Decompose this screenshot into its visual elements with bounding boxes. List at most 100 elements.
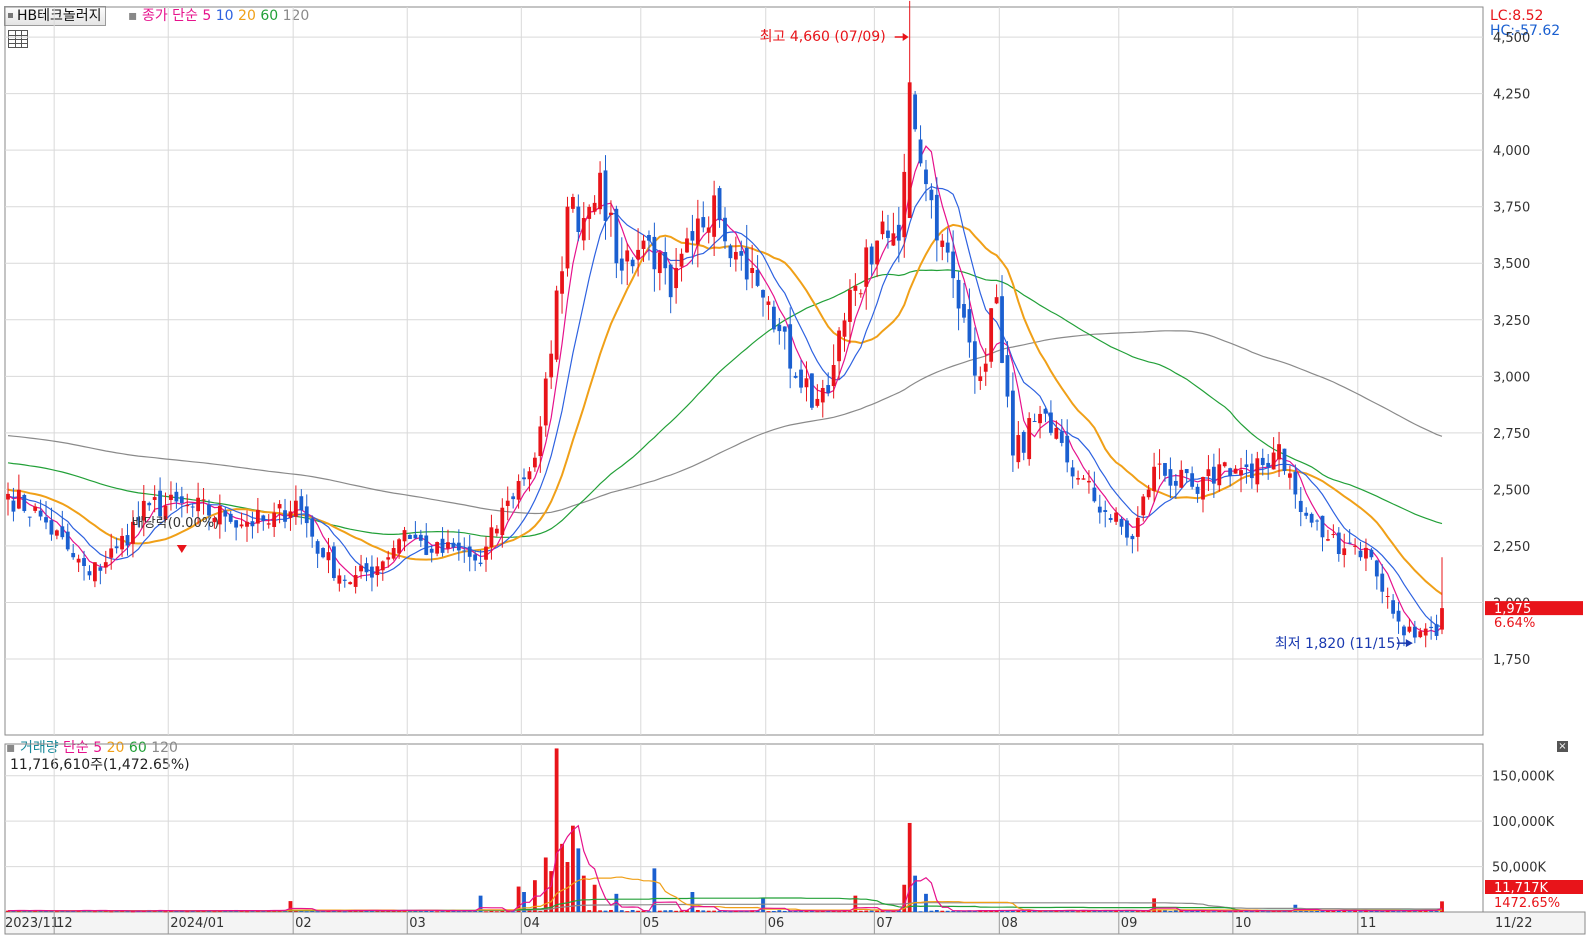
price-tick-label: 4,500 <box>1493 31 1530 46</box>
volume-bar <box>728 911 733 913</box>
ma5-label[interactable]: 5 <box>202 8 212 24</box>
candle-body <box>500 507 505 536</box>
volume-bar <box>1092 910 1097 912</box>
volume-bar <box>494 911 499 913</box>
candle-body <box>456 542 461 551</box>
volume-bar <box>614 893 619 912</box>
candle-body <box>76 558 81 563</box>
volume-bar <box>283 910 287 912</box>
candle-body <box>16 489 21 509</box>
volume-bar <box>782 910 787 912</box>
volume-bar <box>1032 910 1037 912</box>
volume-bar <box>869 910 874 912</box>
high-arrow-icon <box>902 33 909 41</box>
candle-body <box>1087 480 1091 483</box>
volume-bar <box>695 909 700 912</box>
volume-bar <box>500 910 505 912</box>
volume-bar <box>1336 910 1341 912</box>
candle-body <box>1244 464 1249 468</box>
volume-bar <box>685 910 689 912</box>
candle-body <box>27 516 32 518</box>
candle-body <box>364 563 369 573</box>
candle-body <box>1418 631 1423 638</box>
candle-body <box>1141 496 1146 516</box>
volume-bar <box>1141 910 1146 912</box>
close-icon[interactable]: × <box>1557 741 1568 752</box>
x-tick-label: 04 <box>523 916 540 931</box>
volume-bar <box>190 910 195 912</box>
candle-body <box>6 493 10 500</box>
volume-bar <box>255 910 260 912</box>
candle-body <box>60 526 65 538</box>
volume-bar <box>1179 910 1184 912</box>
candle-body <box>136 517 141 521</box>
volume-bar <box>1016 910 1021 912</box>
volume-bar <box>1374 911 1379 913</box>
candle-body <box>397 539 401 554</box>
candle-body <box>1353 545 1357 547</box>
stock-selector-button[interactable]: HB테크놀러지 <box>4 6 106 26</box>
volume-bar <box>929 910 934 912</box>
volume-bar <box>674 910 679 912</box>
volume-bar <box>174 911 179 913</box>
volume-bar <box>1206 911 1211 913</box>
candle-body <box>1081 478 1086 480</box>
volume-bar <box>712 910 717 912</box>
low-annotation: 최저 1,820 (11/15) <box>1275 636 1401 652</box>
candle-body <box>1076 478 1080 480</box>
high-annotation: 최고 4,660 (07/09) <box>760 29 886 45</box>
candle-body <box>771 306 776 330</box>
volume-bar <box>1249 911 1254 913</box>
price-tick-label: 4,250 <box>1493 88 1530 103</box>
candle-body <box>179 496 184 503</box>
volume-bar <box>109 911 114 913</box>
candle-body <box>560 271 564 294</box>
volume-bar <box>804 910 809 912</box>
candle-body <box>1021 431 1026 453</box>
low-arrow-icon <box>1405 639 1413 648</box>
candle-body <box>614 208 619 264</box>
vol-ma5-label[interactable]: 5 <box>93 740 103 756</box>
candle-body <box>782 326 787 332</box>
candle-body <box>728 245 733 259</box>
candle-body <box>386 557 391 560</box>
x-axis-bar <box>4 911 1586 935</box>
price-tick-label: 2,750 <box>1493 427 1530 442</box>
candle-body <box>304 506 309 524</box>
volume-bar <box>1038 911 1042 913</box>
ma60-label[interactable]: 60 <box>260 8 279 24</box>
ma10-label[interactable]: 10 <box>215 8 234 24</box>
ma-type-label: 종가 단순 <box>141 8 198 24</box>
volume-bar <box>1320 910 1325 912</box>
candle-body <box>799 369 803 388</box>
volume-bar <box>93 911 97 913</box>
candle-body <box>418 534 423 541</box>
grid-table-icon[interactable] <box>8 30 28 48</box>
volume-bar <box>1010 910 1015 912</box>
volume-bar <box>337 910 342 912</box>
volume-bar <box>1130 910 1135 912</box>
candle-body <box>1326 539 1330 541</box>
volume-bar <box>435 911 440 913</box>
volume-bar <box>1201 910 1205 912</box>
price-tick-label: 3,250 <box>1493 314 1530 329</box>
candle-body <box>1097 506 1102 513</box>
candle-body <box>299 496 304 511</box>
x-tick-label: 2023/11 <box>5 916 59 931</box>
candle-body <box>446 542 450 549</box>
candle-body <box>652 236 657 270</box>
volume-bar <box>603 910 608 912</box>
candle-body <box>413 534 418 539</box>
price-pane-frame <box>4 6 1484 736</box>
candle-body <box>1190 473 1195 487</box>
volume-bar <box>1184 911 1189 913</box>
ma20-label[interactable]: 20 <box>238 8 256 24</box>
candle-body <box>1032 420 1037 422</box>
candle-body <box>972 341 977 376</box>
volume-bar <box>1364 910 1368 912</box>
ma120-label[interactable]: 120 <box>282 8 310 24</box>
volume-bar <box>1358 911 1363 913</box>
volume-bar <box>1087 910 1091 912</box>
candle-body <box>462 550 467 552</box>
